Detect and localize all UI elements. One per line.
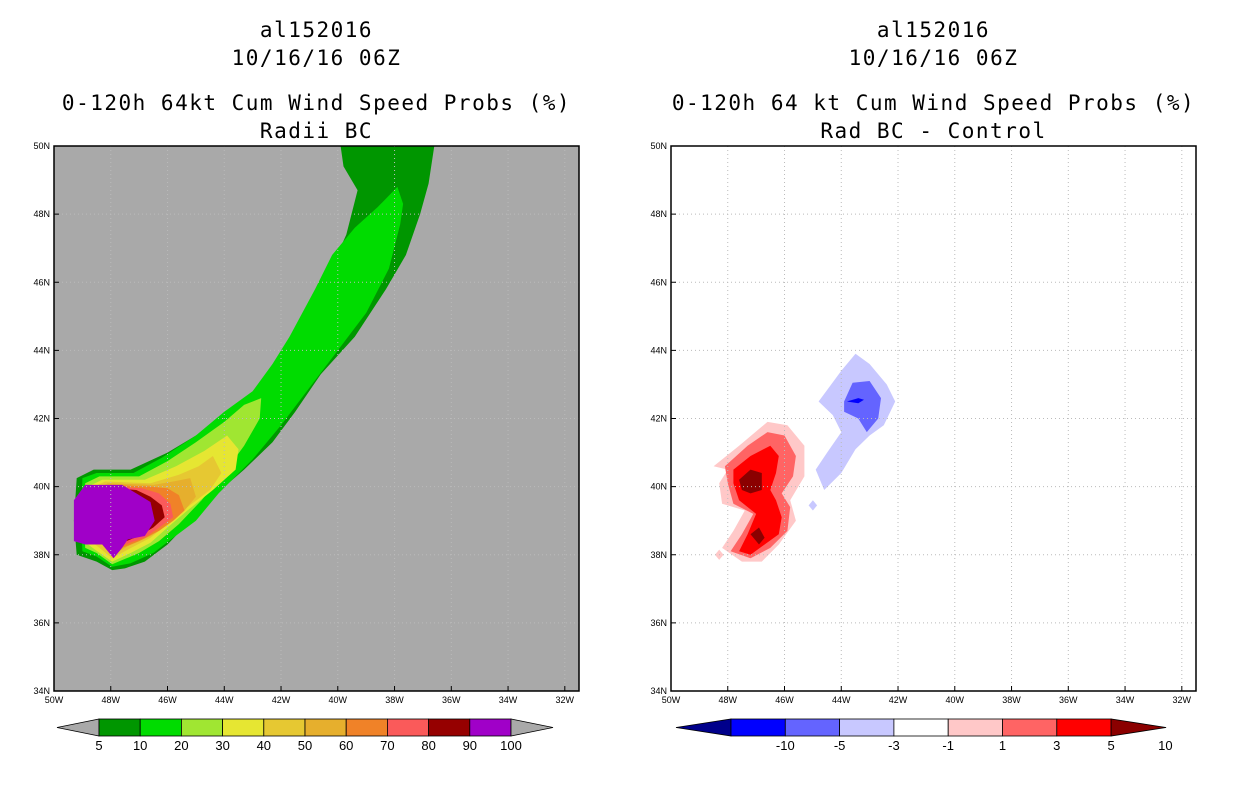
right-colorbar-seg-4 bbox=[947, 718, 1003, 737]
left-ytick-label-3: 40N bbox=[33, 482, 50, 492]
right-xtick-label-4: 42W bbox=[889, 695, 908, 705]
right-contour-5-7 bbox=[733, 445, 782, 555]
left-colorbar-label-3: 30 bbox=[215, 738, 229, 753]
right-colorbar-label-5: 3 bbox=[1053, 738, 1060, 753]
left-colorbar-seg-7 bbox=[386, 718, 429, 737]
right-chart-title: 0-120h 64 kt Cum Wind Speed Probs (%) bbox=[671, 91, 1196, 115]
right-colorbar-label-7: 10 bbox=[1158, 738, 1172, 753]
right-ytick-label-3: 40N bbox=[650, 482, 667, 492]
left-colorbar-label-7: 70 bbox=[380, 738, 394, 753]
right-colorbar-arrow-low bbox=[675, 718, 732, 737]
right-ytick-label-6: 46N bbox=[650, 277, 667, 287]
left-xtick-label-4: 42W bbox=[272, 695, 291, 705]
right-ytick-label-8: 50N bbox=[650, 141, 667, 151]
right-colorbar-label-1: -5 bbox=[834, 738, 846, 753]
left-ytick-label-7: 48N bbox=[33, 209, 50, 219]
right-ytick-label-0: 34N bbox=[650, 686, 667, 696]
right-ytick-label-7: 48N bbox=[650, 209, 667, 219]
left-colorbar-label-5: 50 bbox=[298, 738, 312, 753]
left-colorbar-seg-1 bbox=[139, 718, 182, 737]
left-colorbar-label-10: 100 bbox=[500, 738, 522, 753]
right-xtick-label-0: 50W bbox=[662, 695, 681, 705]
left-contour-90-9 bbox=[73, 484, 155, 559]
left-datetime: 10/16/16 06Z bbox=[231, 46, 402, 70]
left-colorbar-label-0: 5 bbox=[95, 738, 102, 753]
right-xtick-label-8: 34W bbox=[1116, 695, 1135, 705]
right-xtick-label-1: 48W bbox=[718, 695, 737, 705]
left-xtick-label-5: 40W bbox=[329, 695, 348, 705]
left-colorbar-seg-5 bbox=[304, 718, 347, 737]
left-ytick-label-2: 38N bbox=[33, 550, 50, 560]
right-ytick-label-2: 38N bbox=[650, 550, 667, 560]
left-colorbar-arrow-high bbox=[510, 718, 554, 737]
right-xtick-label-2: 46W bbox=[775, 695, 794, 705]
right-ytick-label-4: 42N bbox=[650, 414, 667, 424]
right-datetime: 10/16/16 06Z bbox=[848, 46, 1019, 70]
left-colorbar-seg-8 bbox=[428, 718, 471, 737]
right-xtick-label-5: 40W bbox=[946, 695, 965, 705]
right-colorbar-label-0: -10 bbox=[776, 738, 795, 753]
right-xtick-label-9: 32W bbox=[1173, 695, 1192, 705]
left-colorbar-seg-6 bbox=[345, 718, 388, 737]
right-colorbar-seg-5 bbox=[1002, 718, 1058, 737]
left-xtick-label-3: 44W bbox=[215, 695, 234, 705]
left-chart-subtitle: Radii BC bbox=[259, 119, 374, 143]
right-colorbar-seg-6 bbox=[1056, 718, 1112, 737]
left-colorbar-label-4: 40 bbox=[257, 738, 271, 753]
right-colorbar-label-3: -1 bbox=[942, 738, 954, 753]
left-xtick-label-1: 48W bbox=[101, 695, 120, 705]
right-colorbar-seg-1 bbox=[784, 718, 841, 737]
right-storm-id: al152016 bbox=[876, 18, 991, 42]
left-ytick-label-6: 46N bbox=[33, 277, 50, 287]
left-xtick-label-0: 50W bbox=[45, 695, 64, 705]
left-ytick-label-4: 42N bbox=[33, 414, 50, 424]
right-difference-map: 50W 48W 46W 44W 42W 40W 38W 36W 34W 32W 34N 36N 38N 4… bbox=[650, 141, 1197, 753]
right-xtick-label-7: 36W bbox=[1059, 695, 1078, 705]
left-colorbar-seg-2 bbox=[180, 718, 223, 737]
right-contour--3-2 bbox=[844, 381, 881, 433]
right-chart-subtitle: Rad BC - Control bbox=[820, 119, 1047, 143]
left-colorbar-label-9: 90 bbox=[463, 738, 477, 753]
left-storm-id: al152016 bbox=[259, 18, 374, 42]
left-colorbar-label-2: 20 bbox=[174, 738, 188, 753]
right-xtick-label-6: 38W bbox=[1002, 695, 1021, 705]
right-plot-area bbox=[671, 146, 1196, 691]
left-colorbar-label-8: 80 bbox=[421, 738, 435, 753]
left-colorbar-seg-0 bbox=[98, 718, 141, 737]
left-plot-area bbox=[54, 146, 579, 691]
right-contour-10-8 bbox=[739, 469, 762, 494]
right-contour--1-1 bbox=[808, 500, 818, 511]
left-colorbar-seg-3 bbox=[222, 718, 265, 737]
right-colorbar-label-4: 1 bbox=[999, 738, 1006, 753]
right-ytick-label-5: 44N bbox=[650, 345, 667, 355]
left-xtick-label-8: 34W bbox=[499, 695, 518, 705]
left-ytick-label-5: 44N bbox=[33, 345, 50, 355]
left-colorbar-label-6: 60 bbox=[339, 738, 353, 753]
left-ytick-label-1: 36N bbox=[33, 618, 50, 628]
right-contour--1-0 bbox=[815, 353, 896, 490]
left-colorbar-label-1: 10 bbox=[133, 738, 147, 753]
left-probability-map: 50W 48W 46W 44W 42W 40W 38W 36W 34W 32W 34N 36N 38N 4… bbox=[33, 141, 580, 753]
left-chart-title: 0-120h 64kt Cum Wind Speed Probs (%) bbox=[61, 91, 572, 115]
left-ytick-label-0: 34N bbox=[33, 686, 50, 696]
left-xtick-label-7: 36W bbox=[442, 695, 461, 705]
right-contour--5-3 bbox=[846, 398, 864, 404]
left-colorbar-seg-9 bbox=[469, 718, 512, 737]
right-colorbar-label-6: 5 bbox=[1107, 738, 1114, 753]
right-colorbar-seg-3 bbox=[893, 718, 949, 737]
left-colorbar-arrow-low bbox=[56, 718, 100, 737]
left-xtick-label-9: 32W bbox=[556, 695, 575, 705]
right-xtick-label-3: 44W bbox=[832, 695, 851, 705]
right-colorbar-arrow-high bbox=[1110, 718, 1167, 737]
left-xtick-label-2: 46W bbox=[158, 695, 177, 705]
right-ytick-label-1: 36N bbox=[650, 618, 667, 628]
left-ytick-label-8: 50N bbox=[33, 141, 50, 151]
right-colorbar-seg-0 bbox=[730, 718, 786, 737]
right-colorbar-seg-2 bbox=[839, 718, 895, 737]
left-xtick-label-6: 38W bbox=[385, 695, 404, 705]
right-contour-10-9 bbox=[750, 527, 765, 545]
right-colorbar-label-2: -3 bbox=[888, 738, 900, 753]
left-colorbar-seg-4 bbox=[263, 718, 306, 737]
